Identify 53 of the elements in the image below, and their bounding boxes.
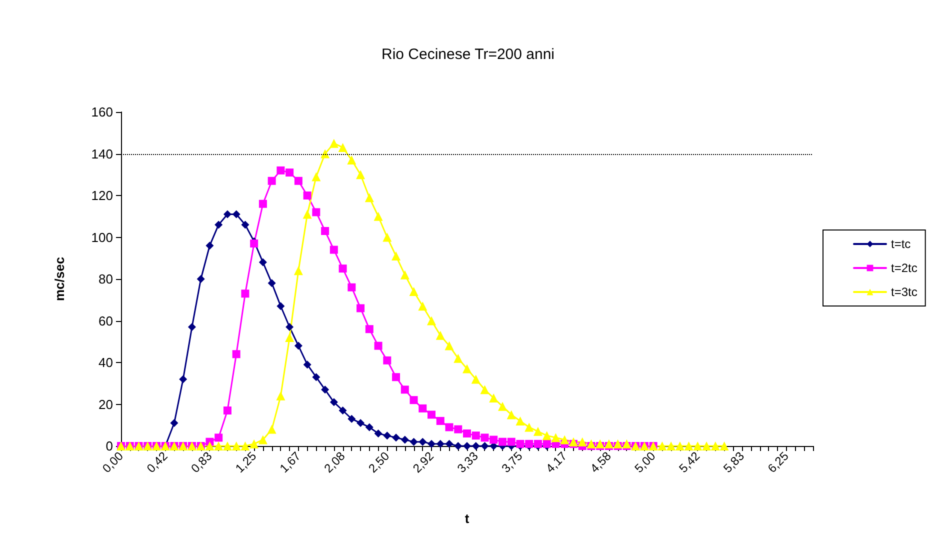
point xyxy=(418,438,427,446)
y-tick-label: 120 xyxy=(91,188,113,203)
y-tick-label: 60 xyxy=(98,313,113,328)
y-tick-label: 80 xyxy=(98,272,113,286)
y-tick-label: 40 xyxy=(98,355,113,370)
y-tick-label: 160 xyxy=(91,104,113,120)
legend-label: t=tc xyxy=(891,237,911,251)
point xyxy=(179,375,188,384)
y-tick-label: 100 xyxy=(91,230,113,245)
point xyxy=(223,210,232,218)
legend-label: t=3tc xyxy=(891,285,918,299)
point xyxy=(214,220,223,229)
point xyxy=(383,432,392,440)
point xyxy=(268,279,276,288)
point xyxy=(445,440,454,448)
point xyxy=(365,423,374,432)
point xyxy=(196,275,205,283)
point xyxy=(338,406,347,415)
point xyxy=(400,436,409,444)
y-tick-label: 20 xyxy=(98,396,113,412)
x-axis-title: t xyxy=(464,511,470,526)
point xyxy=(436,440,444,448)
point xyxy=(170,419,178,428)
point xyxy=(472,442,480,450)
x-tick-label: 4,58 xyxy=(588,448,614,476)
point xyxy=(303,360,312,369)
point xyxy=(454,442,462,450)
point xyxy=(188,323,196,332)
point xyxy=(241,220,250,229)
x-tick-label: 0,83 xyxy=(188,448,215,476)
point xyxy=(232,210,240,218)
point xyxy=(374,429,382,438)
point xyxy=(428,440,436,448)
point xyxy=(276,302,285,310)
point xyxy=(330,398,338,406)
y-tick-label: 140 xyxy=(91,146,113,162)
point xyxy=(206,242,214,250)
legend-label: t=2tc xyxy=(891,261,918,275)
y-tick-label: 0 xyxy=(106,438,113,454)
point xyxy=(463,442,471,450)
point xyxy=(294,342,302,350)
x-tick-label: 0,42 xyxy=(144,448,171,476)
point xyxy=(392,434,400,442)
point xyxy=(348,414,356,423)
point xyxy=(410,438,418,446)
point xyxy=(258,258,267,266)
point xyxy=(312,373,320,382)
point xyxy=(321,386,330,394)
point xyxy=(480,442,489,450)
point xyxy=(356,419,365,428)
y-axis-title: mc/sec xyxy=(52,256,67,302)
chart-title: Rio Cecinese Tr=200 anni xyxy=(381,46,555,63)
point xyxy=(286,323,294,332)
